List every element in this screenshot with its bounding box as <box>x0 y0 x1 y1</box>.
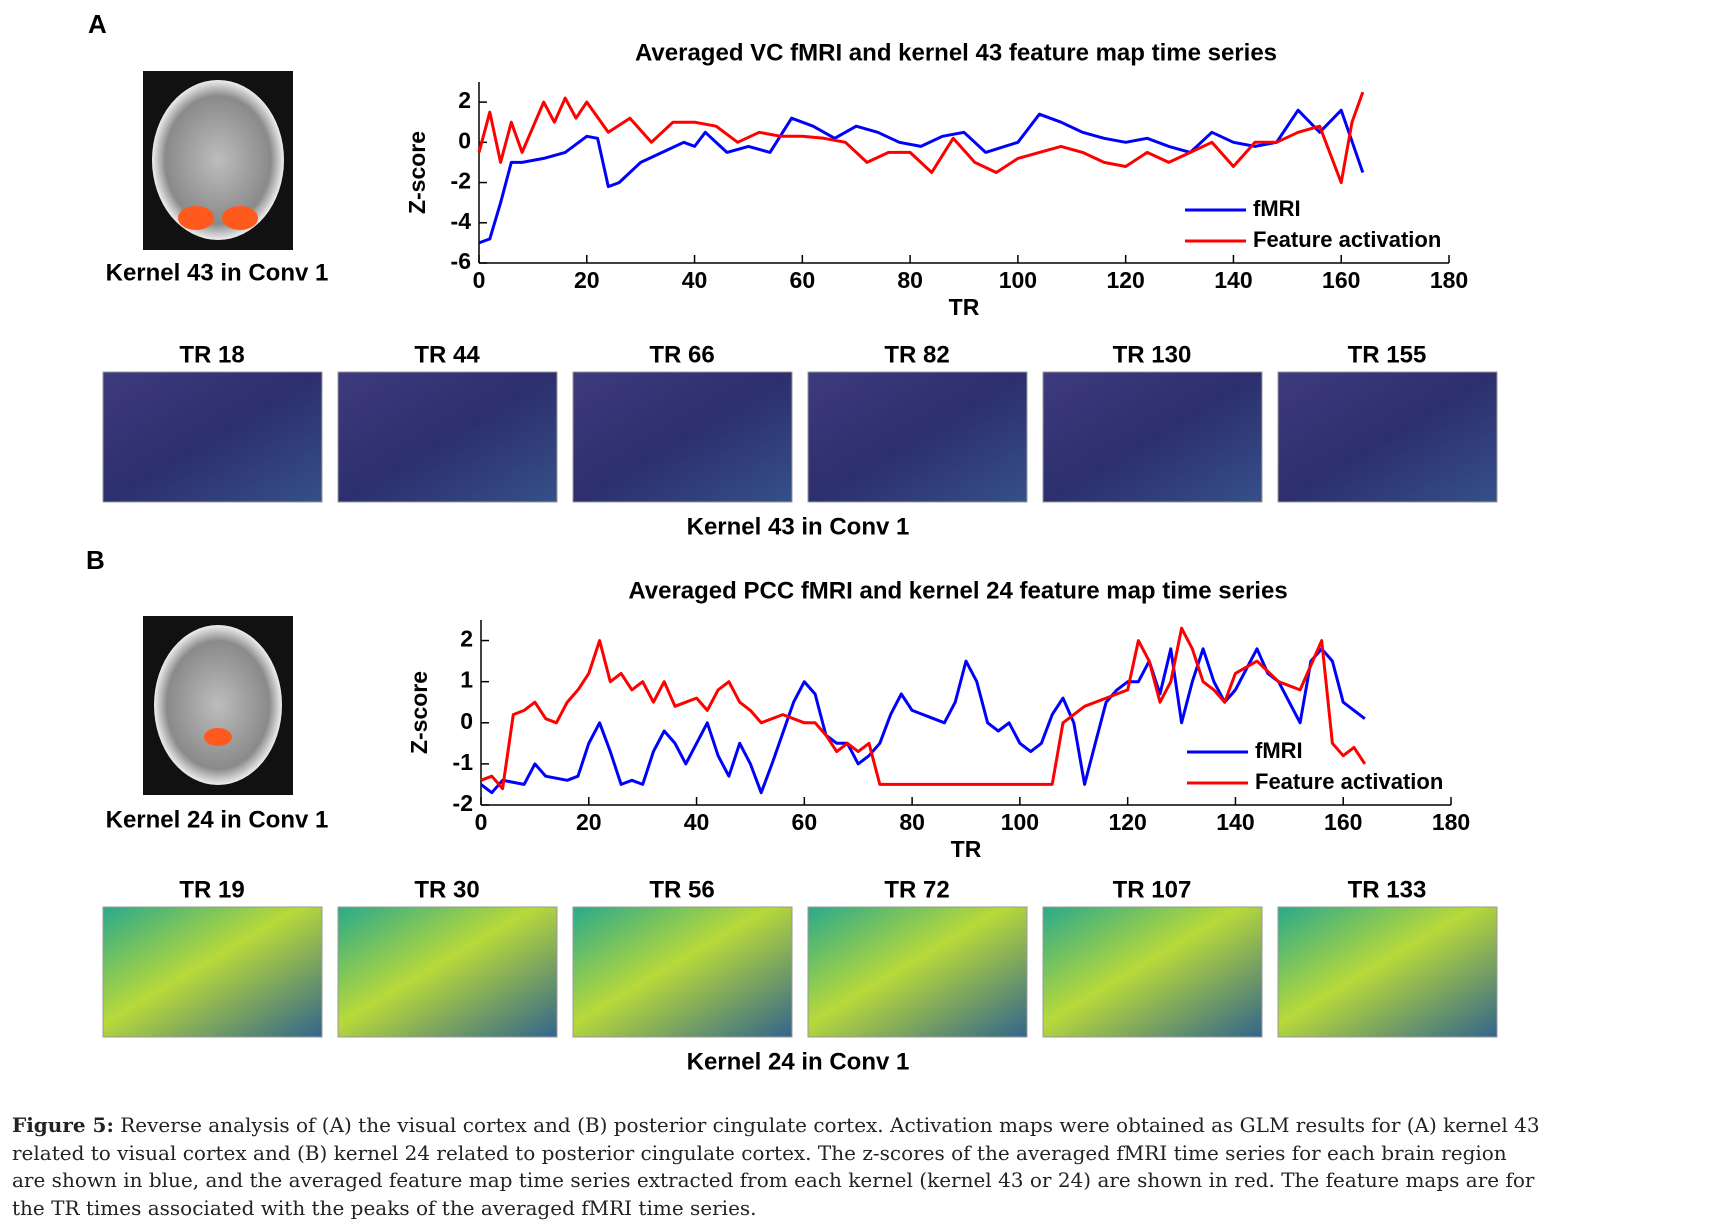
brain-caption: Kernel 43 in Conv 1 <box>106 259 329 286</box>
data-line <box>480 626 1367 791</box>
feature-map-label: TR 155 <box>1348 341 1427 368</box>
x-tick-label: 100 <box>1001 809 1039 835</box>
brain-caption: Kernel 24 in Conv 1 <box>106 806 329 833</box>
feature-map-label: TR 72 <box>884 876 949 903</box>
x-axis-label: TR <box>951 836 982 862</box>
x-tick-label: 80 <box>897 267 923 293</box>
x-tick-label: 140 <box>1214 267 1252 293</box>
x-tick-label: 40 <box>684 809 710 835</box>
y-tick-label: 0 <box>458 127 471 153</box>
x-tick-label: 120 <box>1108 809 1146 835</box>
legend-label: Feature activation <box>1255 769 1443 794</box>
brain-image <box>143 616 293 795</box>
x-tick-label: 100 <box>999 267 1037 293</box>
feature-map-image <box>572 906 793 1038</box>
y-tick-label: 0 <box>460 708 473 734</box>
x-tick-label: 120 <box>1106 267 1144 293</box>
y-tick-label: 2 <box>458 87 471 113</box>
y-tick-label: 1 <box>460 667 473 693</box>
feature-map-label: TR 30 <box>414 876 479 903</box>
y-tick-label: -2 <box>453 790 473 816</box>
y-axis-label: Z-score <box>406 671 432 754</box>
data-line <box>480 647 1366 795</box>
feature-map-label: TR 44 <box>414 341 480 368</box>
y-tick-label: -4 <box>451 208 472 234</box>
y-tick-label: 2 <box>460 626 473 652</box>
x-axis-label: TR <box>949 294 980 320</box>
figure: A B Kernel 43 in Conv 1 Kernel 24 in Con… <box>86 9 1498 1075</box>
y-tick-label: -1 <box>453 749 474 775</box>
x-tick-label: 60 <box>790 267 816 293</box>
legend-label: fMRI <box>1255 738 1303 763</box>
chart-title: Averaged VC fMRI and kernel 43 feature m… <box>635 39 1277 66</box>
x-tick-label: 140 <box>1216 809 1254 835</box>
feature-map-image <box>337 906 558 1038</box>
feature-map-image <box>102 371 323 503</box>
feature-map-label: TR 133 <box>1348 876 1427 903</box>
x-tick-label: 160 <box>1322 267 1360 293</box>
panel-label: A <box>88 9 107 39</box>
x-tick-label: 0 <box>473 267 486 293</box>
feature-map-image <box>337 371 558 503</box>
feature-map-label: TR 66 <box>649 341 714 368</box>
figure-caption: Figure 5: Reverse analysis of (A) the vi… <box>12 1112 1542 1222</box>
legend-label: Feature activation <box>1253 227 1441 252</box>
x-tick-label: 40 <box>682 267 708 293</box>
panel-label: B <box>86 545 105 575</box>
feature-map-caption: Kernel 43 in Conv 1 <box>687 513 910 540</box>
feature-map-image <box>807 906 1028 1038</box>
feature-map-label: TR 19 <box>179 876 244 903</box>
x-tick-label: 20 <box>574 267 600 293</box>
x-tick-label: 180 <box>1430 267 1468 293</box>
x-tick-label: 0 <box>475 809 488 835</box>
caption-label: Figure 5: <box>12 1113 114 1137</box>
brain-image <box>143 71 293 250</box>
y-tick-label: -6 <box>451 248 471 274</box>
feature-map-label: TR 56 <box>649 876 714 903</box>
x-tick-label: 20 <box>576 809 602 835</box>
feature-map-image <box>102 906 323 1038</box>
feature-map-label: TR 107 <box>1113 876 1192 903</box>
x-tick-label: 60 <box>792 809 818 835</box>
feature-map-image <box>1277 371 1498 503</box>
feature-map-image <box>807 371 1028 503</box>
feature-map-image <box>1042 371 1263 503</box>
x-tick-label: 160 <box>1324 809 1362 835</box>
feature-map-label: TR 82 <box>884 341 949 368</box>
feature-map-caption: Kernel 24 in Conv 1 <box>687 1048 910 1075</box>
chart-title: Averaged PCC fMRI and kernel 24 feature … <box>628 577 1287 604</box>
caption-text: Reverse analysis of (A) the visual corte… <box>12 1113 1540 1220</box>
y-axis-label: Z-score <box>404 131 430 214</box>
y-tick-label: -2 <box>451 168 471 194</box>
x-tick-label: 80 <box>899 809 925 835</box>
feature-map-image <box>1277 906 1498 1038</box>
data-line <box>478 108 1365 245</box>
x-tick-label: 180 <box>1432 809 1470 835</box>
feature-map-label: TR 130 <box>1113 341 1192 368</box>
legend-label: fMRI <box>1253 196 1301 221</box>
feature-map-image <box>572 371 793 503</box>
feature-map-image <box>1042 906 1263 1038</box>
feature-map-label: TR 18 <box>179 341 244 368</box>
data-line <box>477 91 1365 185</box>
